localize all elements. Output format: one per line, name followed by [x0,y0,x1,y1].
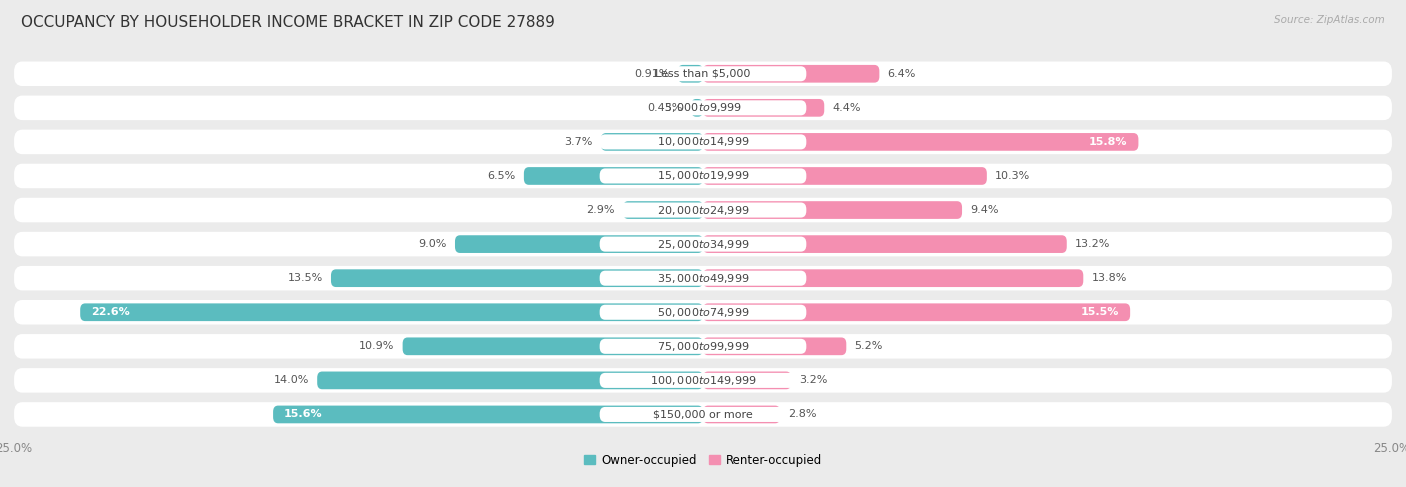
FancyBboxPatch shape [456,235,703,253]
FancyBboxPatch shape [692,99,703,117]
FancyBboxPatch shape [599,134,807,150]
Text: 15.5%: 15.5% [1081,307,1119,317]
FancyBboxPatch shape [703,372,792,389]
FancyBboxPatch shape [524,167,703,185]
FancyBboxPatch shape [703,201,962,219]
Text: 0.43%: 0.43% [648,103,683,113]
FancyBboxPatch shape [14,368,1392,393]
Text: 2.8%: 2.8% [789,410,817,419]
Text: $20,000 to $24,999: $20,000 to $24,999 [657,204,749,217]
Text: $100,000 to $149,999: $100,000 to $149,999 [650,374,756,387]
FancyBboxPatch shape [14,266,1392,290]
Text: 14.0%: 14.0% [274,375,309,385]
Text: 9.0%: 9.0% [419,239,447,249]
Text: 22.6%: 22.6% [91,307,129,317]
FancyBboxPatch shape [703,337,846,355]
Text: 9.4%: 9.4% [970,205,998,215]
FancyBboxPatch shape [703,65,879,83]
Text: 13.2%: 13.2% [1076,239,1111,249]
Text: $150,000 or more: $150,000 or more [654,410,752,419]
Text: $25,000 to $34,999: $25,000 to $34,999 [657,238,749,251]
FancyBboxPatch shape [14,61,1392,86]
FancyBboxPatch shape [703,133,1139,151]
FancyBboxPatch shape [318,372,703,389]
FancyBboxPatch shape [14,300,1392,324]
FancyBboxPatch shape [599,407,807,422]
FancyBboxPatch shape [599,305,807,320]
Text: 4.4%: 4.4% [832,103,860,113]
Text: $35,000 to $49,999: $35,000 to $49,999 [657,272,749,285]
FancyBboxPatch shape [14,164,1392,188]
FancyBboxPatch shape [703,167,987,185]
FancyBboxPatch shape [703,235,1067,253]
FancyBboxPatch shape [599,169,807,184]
Text: $10,000 to $14,999: $10,000 to $14,999 [657,135,749,149]
FancyBboxPatch shape [623,201,703,219]
FancyBboxPatch shape [14,198,1392,222]
Text: 15.6%: 15.6% [284,410,323,419]
FancyBboxPatch shape [330,269,703,287]
Text: $75,000 to $99,999: $75,000 to $99,999 [657,340,749,353]
Legend: Owner-occupied, Renter-occupied: Owner-occupied, Renter-occupied [583,453,823,467]
Text: 6.4%: 6.4% [887,69,917,79]
FancyBboxPatch shape [599,339,807,354]
Text: 13.5%: 13.5% [287,273,323,283]
FancyBboxPatch shape [599,237,807,252]
FancyBboxPatch shape [599,66,807,81]
FancyBboxPatch shape [14,95,1392,120]
Text: 5.2%: 5.2% [855,341,883,351]
FancyBboxPatch shape [703,303,1130,321]
FancyBboxPatch shape [273,406,703,423]
FancyBboxPatch shape [14,130,1392,154]
Text: OCCUPANCY BY HOUSEHOLDER INCOME BRACKET IN ZIP CODE 27889: OCCUPANCY BY HOUSEHOLDER INCOME BRACKET … [21,15,555,30]
Text: 0.91%: 0.91% [634,69,669,79]
Text: 2.9%: 2.9% [586,205,614,215]
FancyBboxPatch shape [14,334,1392,358]
FancyBboxPatch shape [599,203,807,218]
FancyBboxPatch shape [600,133,703,151]
Text: $50,000 to $74,999: $50,000 to $74,999 [657,306,749,319]
FancyBboxPatch shape [703,99,824,117]
FancyBboxPatch shape [703,406,780,423]
Text: Source: ZipAtlas.com: Source: ZipAtlas.com [1274,15,1385,25]
Text: 3.7%: 3.7% [564,137,593,147]
Text: $5,000 to $9,999: $5,000 to $9,999 [664,101,742,114]
Text: 10.9%: 10.9% [359,341,394,351]
Text: 3.2%: 3.2% [800,375,828,385]
FancyBboxPatch shape [402,337,703,355]
FancyBboxPatch shape [14,402,1392,427]
FancyBboxPatch shape [703,269,1083,287]
FancyBboxPatch shape [599,271,807,286]
FancyBboxPatch shape [80,303,703,321]
Text: 10.3%: 10.3% [995,171,1031,181]
Text: 13.8%: 13.8% [1091,273,1128,283]
Text: 15.8%: 15.8% [1088,137,1128,147]
Text: 6.5%: 6.5% [488,171,516,181]
FancyBboxPatch shape [599,373,807,388]
Text: $15,000 to $19,999: $15,000 to $19,999 [657,169,749,183]
FancyBboxPatch shape [599,100,807,115]
FancyBboxPatch shape [678,65,703,83]
FancyBboxPatch shape [14,232,1392,256]
Text: Less than $5,000: Less than $5,000 [655,69,751,79]
